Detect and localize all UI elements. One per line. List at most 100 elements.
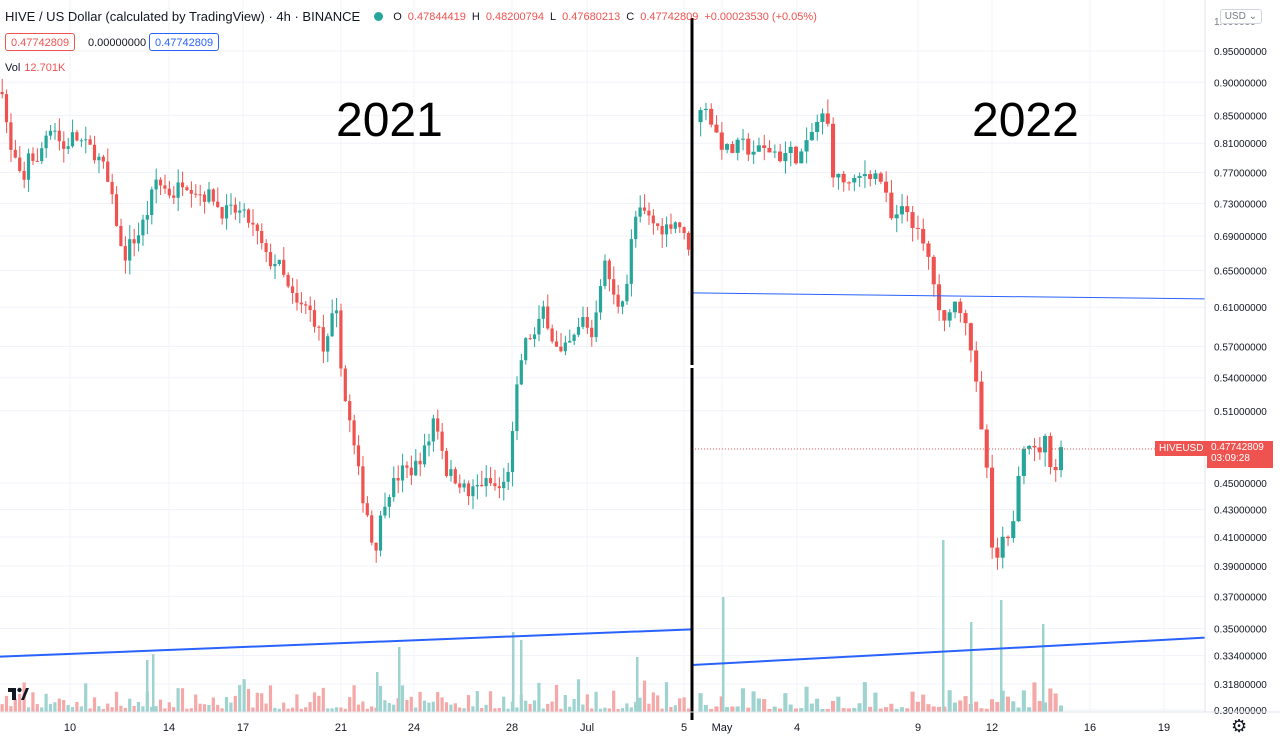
candle-body	[370, 515, 374, 543]
volume-bar	[172, 707, 176, 712]
legend-header: HIVE / US Dollar (calculated by TradingV…	[5, 9, 817, 24]
candle-body	[62, 141, 66, 149]
volume-bar	[532, 700, 537, 712]
candle-body	[361, 466, 365, 504]
volume-bar	[18, 693, 22, 712]
currency-dropdown[interactable]: USD ⌄	[1219, 9, 1262, 24]
volume-bar	[110, 707, 114, 712]
volume-bar	[1042, 624, 1045, 712]
candle-body	[409, 467, 413, 476]
volume-bar	[398, 647, 401, 712]
candle-body	[958, 301, 963, 314]
candle-body	[788, 146, 793, 154]
c-label: C	[626, 10, 635, 23]
volume-bar	[554, 684, 559, 712]
candle-body	[937, 284, 942, 311]
candle-body	[326, 336, 330, 352]
volume-bar	[123, 707, 127, 712]
time-tick-label: Jul	[580, 722, 594, 734]
volume-bar	[141, 706, 145, 712]
candle-body	[312, 310, 317, 327]
candle-body	[431, 418, 435, 442]
o-value: 0.47844419	[407, 10, 466, 23]
volume-bar	[722, 597, 725, 712]
candle-body	[211, 189, 215, 202]
candle-body	[484, 478, 488, 487]
volume-bar	[698, 693, 703, 712]
volume-bar	[1000, 600, 1003, 712]
volume-bar	[528, 703, 532, 712]
volume-bar	[132, 706, 136, 712]
volume-bar	[167, 702, 171, 712]
volume-bar	[458, 707, 462, 712]
candle-body	[79, 140, 83, 142]
buy-button[interactable]: 0.47742809	[149, 33, 220, 51]
time-tick-label: 14	[163, 722, 175, 734]
volume-bar	[878, 708, 883, 712]
candle-body	[625, 283, 629, 302]
volume-bar	[251, 707, 255, 712]
volume-bar	[974, 701, 979, 712]
candle-body	[308, 305, 312, 311]
candle-body	[26, 153, 31, 180]
volume-bar	[603, 707, 607, 712]
symbol-price-tag: HIVEUSD	[1155, 440, 1208, 456]
volume-bar	[136, 702, 141, 712]
volume-bar	[541, 708, 545, 712]
candle-body	[88, 139, 92, 145]
volume-bar	[984, 708, 989, 712]
volume-bar	[128, 698, 132, 712]
price-tick-label: 0.33400000	[1214, 652, 1267, 663]
volume-bar	[756, 698, 761, 712]
candle-body	[194, 193, 198, 195]
price-axis[interactable]: 1.0000000.950000000.900000000.850000000.…	[1204, 0, 1267, 717]
volume-bar	[1048, 688, 1053, 712]
symbol-title[interactable]: HIVE / US Dollar (calculated by TradingV…	[5, 9, 361, 24]
volume-bar	[714, 706, 719, 712]
volume-bar	[910, 691, 915, 712]
volume-bar	[321, 687, 325, 712]
volume-bar	[35, 704, 39, 712]
volume-bar	[751, 691, 756, 712]
volume-bar	[598, 708, 603, 712]
candle-body	[101, 156, 105, 162]
price-tick-label: 0.41000000	[1214, 533, 1267, 544]
volume-bar	[788, 704, 793, 712]
time-axis[interactable]: 10 14 17 21 24 28 Jul 5 May 4 9 12 16 19	[0, 711, 1280, 734]
volume-bar	[185, 708, 189, 712]
volume-bar	[405, 700, 409, 712]
candle-body	[878, 173, 883, 182]
trend-lines[interactable]	[0, 18, 1206, 720]
volume-bar	[820, 708, 825, 712]
candle-body	[563, 342, 567, 352]
volume-bar	[290, 707, 295, 712]
candle-body	[229, 204, 233, 206]
tradingview-logo-icon[interactable]	[6, 684, 30, 704]
candle-body	[282, 259, 286, 275]
candle-body	[9, 122, 13, 150]
candle-body	[502, 481, 506, 489]
sell-button[interactable]: 0.47742809	[5, 33, 76, 51]
volume-bar	[440, 697, 444, 712]
candle-body	[13, 149, 17, 158]
currency-label: USD	[1224, 11, 1246, 22]
candle-body	[1005, 536, 1010, 539]
candle-body	[396, 478, 400, 481]
candle-body	[519, 360, 523, 385]
candle-body	[642, 207, 647, 211]
candle-body	[145, 215, 149, 220]
volume-bar	[260, 693, 264, 712]
volume-legend[interactable]: Vol 12.701K	[5, 62, 65, 74]
price-tick-label: 0.95000000	[1214, 47, 1267, 58]
candle-body	[22, 170, 26, 180]
volume-bar	[189, 708, 193, 712]
gear-icon[interactable]: ⚙	[1231, 716, 1248, 736]
volume-bar	[286, 708, 290, 712]
volume-bar	[216, 704, 220, 712]
time-tick-label: 10	[64, 722, 76, 734]
candle-body	[894, 214, 899, 219]
volume-bar	[198, 703, 202, 712]
volume-bar	[211, 697, 215, 712]
volume-bar	[97, 706, 101, 712]
